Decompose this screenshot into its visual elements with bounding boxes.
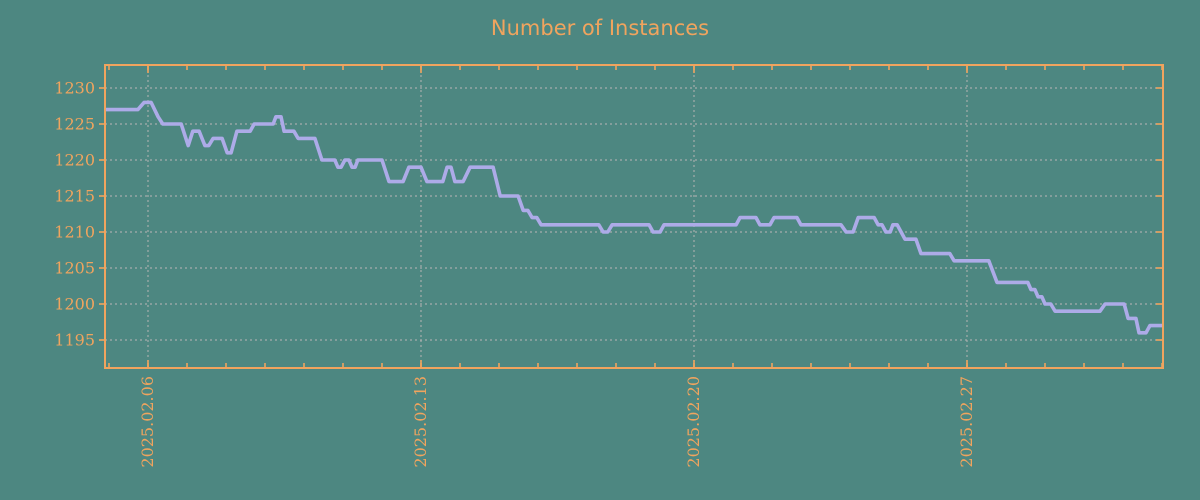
y-tick-label: 1225 (54, 115, 95, 134)
instances-line (105, 100, 1164, 335)
x-tick-label: 2025.02.27 (957, 376, 976, 468)
x-tick-label: 2025.02.13 (411, 376, 430, 468)
x-tick-label: 2025.02.06 (138, 376, 157, 468)
y-tick-label: 1210 (54, 223, 95, 242)
y-tick-label: 1215 (54, 187, 95, 206)
y-tick-label: 1205 (54, 259, 95, 278)
x-tick-label: 2025.02.20 (684, 376, 703, 468)
y-tick-label: 1220 (54, 151, 95, 170)
plot-border (104, 64, 1164, 369)
chart-title: Number of Instances (490, 16, 710, 40)
y-tick-label: 1230 (54, 79, 95, 98)
y-tick-label: 1195 (54, 331, 95, 350)
y-tick-label: 1200 (54, 295, 95, 314)
